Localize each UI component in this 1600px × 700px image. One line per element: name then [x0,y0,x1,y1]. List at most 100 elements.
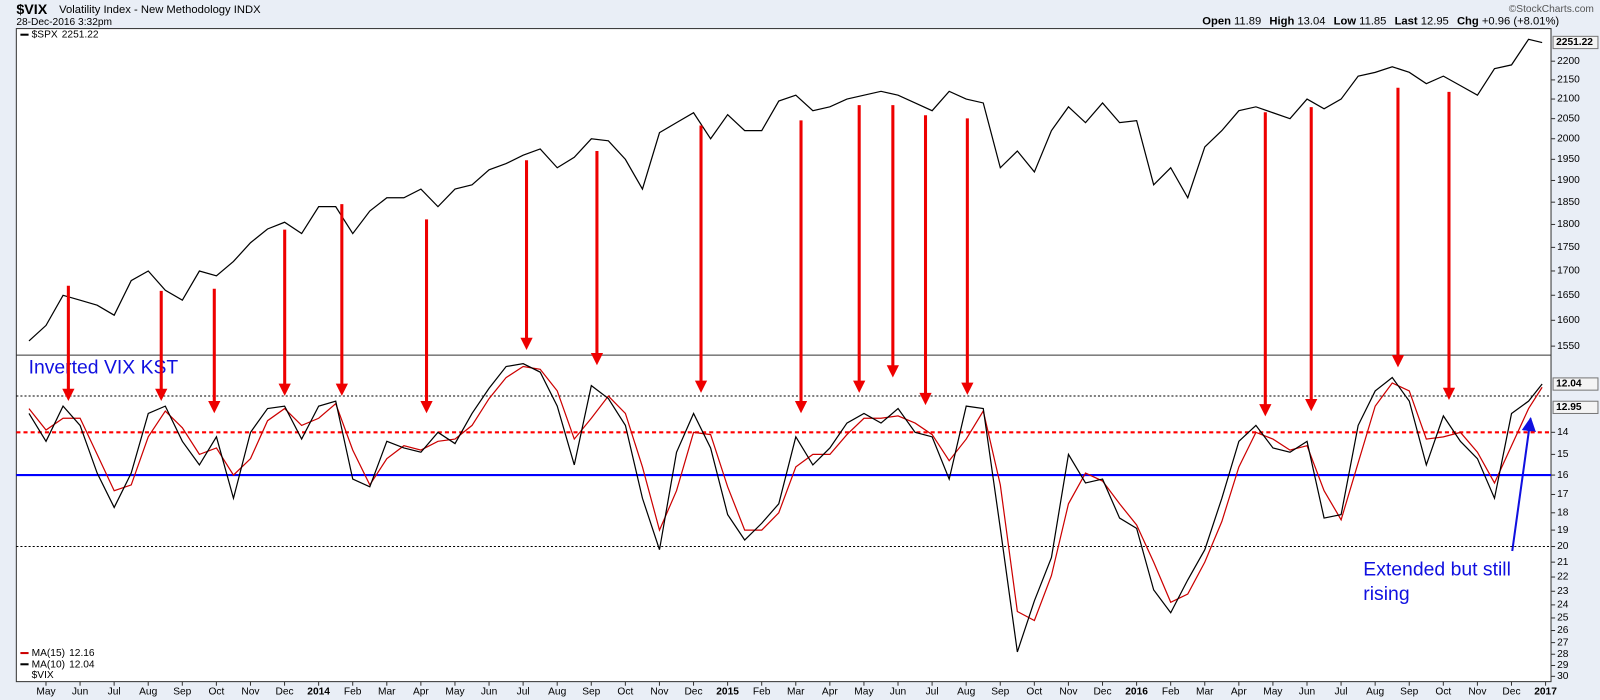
quote-value: 12.95 [1421,15,1449,27]
quote-label: High [1269,15,1294,27]
x-tick-label: Oct [208,687,224,698]
source: ©StockCharts.com [1509,4,1594,15]
series-line [28,365,1543,622]
x-tick-label: Oct [1026,687,1042,698]
last-value-box [1552,377,1599,391]
symbol: $VIX [16,2,47,18]
arrow-head [520,337,533,350]
x-tick-label: 2017 [1534,687,1557,698]
last-value-label: 12.95 [1556,402,1582,413]
x-tick-label: May [36,687,56,698]
arrow-head [155,388,168,402]
legend-name: MA(15) [32,648,65,659]
date: 28-Dec-2016 3:32pm [16,17,112,28]
y-tick-label: 2050 [1557,113,1580,124]
quote-value: +0.96 (+8.01%) [1482,15,1560,27]
legend-entry: $VIX [32,670,54,681]
x-tick-label: Feb [344,687,362,698]
quote-value: 11.85 [1359,15,1386,27]
x-tick-label: Nov [1059,687,1078,698]
arrow-head [961,382,974,395]
annotation-box: Extended but still rising [1363,559,1511,606]
y-tick-label: 14 [1557,427,1569,438]
series-line [28,363,1543,653]
y-tick-label: 1950 [1557,154,1580,165]
y-tick-label: 21 [1557,557,1569,568]
y-tick-label: 17 [1557,489,1569,500]
legend-entry: MA(15) 12.16 [32,648,95,659]
last-value-box [1552,35,1599,50]
arrow-head [590,353,604,366]
legend-name: $SPX [32,29,58,40]
annotation-arrow [1511,416,1536,552]
quote-label: Chg [1457,15,1479,27]
arrow-head [919,392,932,406]
y-tick-label: 1900 [1557,175,1580,186]
x-tick-label: Jul [926,687,939,698]
arrow-head [694,380,708,393]
x-tick-label: Aug [548,687,566,698]
arrow-head [1442,387,1456,400]
x-tick-label: May [1263,687,1283,698]
arrow-head [886,365,899,378]
arrow-head [1259,404,1272,417]
x-tick-label: Sep [991,687,1009,698]
quote-value: 13.04 [1297,15,1325,27]
x-tick-label: Feb [1162,687,1180,698]
x-tick-label: Oct [1435,687,1451,698]
quote: Open 11.89 High 13.04 Low 11.85 Last 12.95 Chg +0… [1202,15,1559,27]
x-tick-label: Jun [890,687,906,698]
legend-value: 12.04 [69,659,95,670]
x-tick-label: Nov [241,687,260,698]
y-tick-label: 16 [1557,470,1569,481]
y-tick-label: 2150 [1557,75,1580,86]
x-tick-label: Mar [787,687,805,698]
y-tick-label: 1600 [1557,315,1580,326]
y-tick-label: 22 [1557,572,1569,583]
x-tick-label: Nov [650,687,669,698]
last-value-label: 12.04 [1556,379,1582,390]
y-tick-label: 2200 [1557,56,1580,67]
arrow-head [794,401,808,414]
y-tick-label: 23 [1557,586,1569,597]
x-tick-label: Jun [1299,687,1315,698]
x-tick-label: Nov [1468,687,1487,698]
annotation: Extended but still rising [1363,559,1511,606]
arrow-head [1305,398,1318,412]
last-value-label: 2251.22 [1556,37,1593,48]
x-tick-label: Jun [481,687,497,698]
y-tick-label: 26 [1557,625,1569,636]
legend-value: 12.16 [69,648,95,659]
legend-entry: $SPX 2251.22 [32,29,99,40]
x-tick-label: 2016 [1125,687,1148,698]
x-tick-label: May [854,687,874,698]
y-tick-label: 25 [1557,613,1569,624]
arrow-head [1391,355,1405,368]
x-tick-label: Apr [822,687,838,698]
y-tick-label: 1550 [1557,341,1580,352]
y-tick-label: 24 [1557,600,1569,611]
arrow-head [62,388,75,402]
x-tick-label: 2015 [716,687,739,698]
last-value-box [1552,400,1599,414]
x-tick-label: Dec [684,687,702,698]
y-tick-label: 27 [1557,637,1569,648]
y-tick-label: 15 [1557,449,1569,460]
x-tick-label: Jun [72,687,88,698]
arrow-head [278,383,291,396]
arrow-head [335,383,348,396]
x-tick-label: Oct [617,687,633,698]
x-tick-label: Dec [1093,687,1111,698]
y-tick-label: 20 [1557,541,1569,552]
y-tick-label: 2000 [1557,133,1580,144]
y-tick-label: 30 [1557,671,1569,682]
series-line [28,38,1543,342]
x-tick-label: Aug [957,687,975,698]
arrow-head [853,380,866,393]
y-tick-label: 2100 [1557,94,1580,105]
x-tick-label: Sep [173,687,191,698]
x-tick-label: Dec [275,687,293,698]
x-tick-label: Apr [413,687,429,698]
